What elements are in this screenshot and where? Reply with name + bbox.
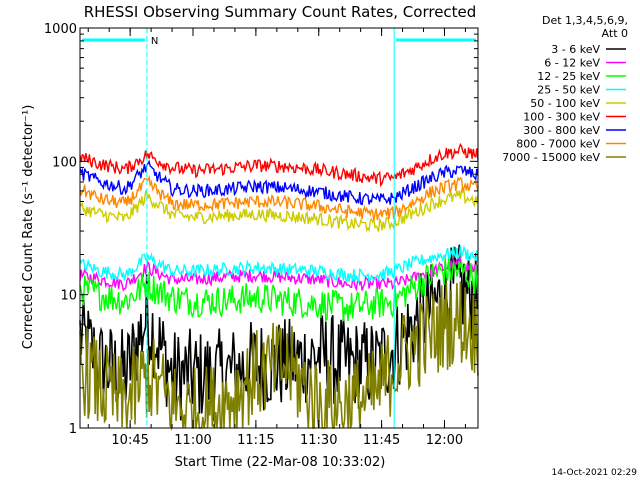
plot-area: N xyxy=(79,27,479,432)
legend-label: 800 - 7000 keV xyxy=(516,138,600,151)
legend-label: 100 - 300 keV xyxy=(523,111,600,124)
y-tick-label: 10 xyxy=(60,289,77,304)
series-300-800-kev xyxy=(79,159,479,206)
x-axis-label: Start Time (22-Mar-08 10:33:02) xyxy=(175,455,386,470)
series-line xyxy=(79,142,479,188)
series-line xyxy=(79,256,479,322)
y-tick-label: 1000 xyxy=(44,22,77,37)
legend-label: 12 - 25 keV xyxy=(537,70,600,83)
x-axis: 10:45 11:00 11:15 11:30 11:45 12:00 xyxy=(87,28,466,448)
series-25-50-kev xyxy=(79,245,479,284)
legend-label: 25 - 50 keV xyxy=(537,84,600,97)
legend-label: 3 - 6 keV xyxy=(551,43,600,56)
series-7000-15000-kev xyxy=(79,281,479,432)
series-line xyxy=(79,281,479,432)
y-axis-label: Corrected Count Rate (s⁻¹ detector⁻¹) xyxy=(21,105,36,350)
series-line xyxy=(79,159,479,206)
x-tick-label: 11:30 xyxy=(300,433,337,448)
plot-frame xyxy=(79,27,479,429)
series-line xyxy=(79,245,479,284)
y-axis: 1 10 100 1000 xyxy=(44,22,478,437)
legend-header-line-2: Att 0 xyxy=(602,27,628,40)
series-line xyxy=(79,174,479,221)
chart-title: RHESSI Observing Summary Count Rates, Co… xyxy=(84,3,477,21)
legend-label: 50 - 100 keV xyxy=(530,97,600,110)
series-12-25-kev xyxy=(79,256,479,322)
y-tick-label: 1 xyxy=(69,422,77,437)
generated-timestamp: 14-Oct-2021 02:29 xyxy=(552,468,638,478)
legend-label: 7000 - 15000 keV xyxy=(502,151,600,164)
x-tick-label: 11:00 xyxy=(174,433,211,448)
x-tick-label: 12:00 xyxy=(426,433,463,448)
flag-label: N xyxy=(151,36,158,47)
x-tick-label: 11:45 xyxy=(363,433,400,448)
legend-label: 300 - 800 keV xyxy=(523,124,600,137)
y-tick-label: 100 xyxy=(52,155,77,170)
legend-label: 6 - 12 keV xyxy=(544,57,600,70)
series-100-300-kev xyxy=(79,142,479,188)
series-800-7000-kev xyxy=(79,174,479,221)
x-tick-label: 11:15 xyxy=(237,433,274,448)
legend-header-line-1: Det 1,3,4,5,6,9, xyxy=(542,14,628,27)
series-line xyxy=(79,187,479,233)
series-50-100-kev xyxy=(79,187,479,233)
x-tick-label: 10:45 xyxy=(111,433,148,448)
